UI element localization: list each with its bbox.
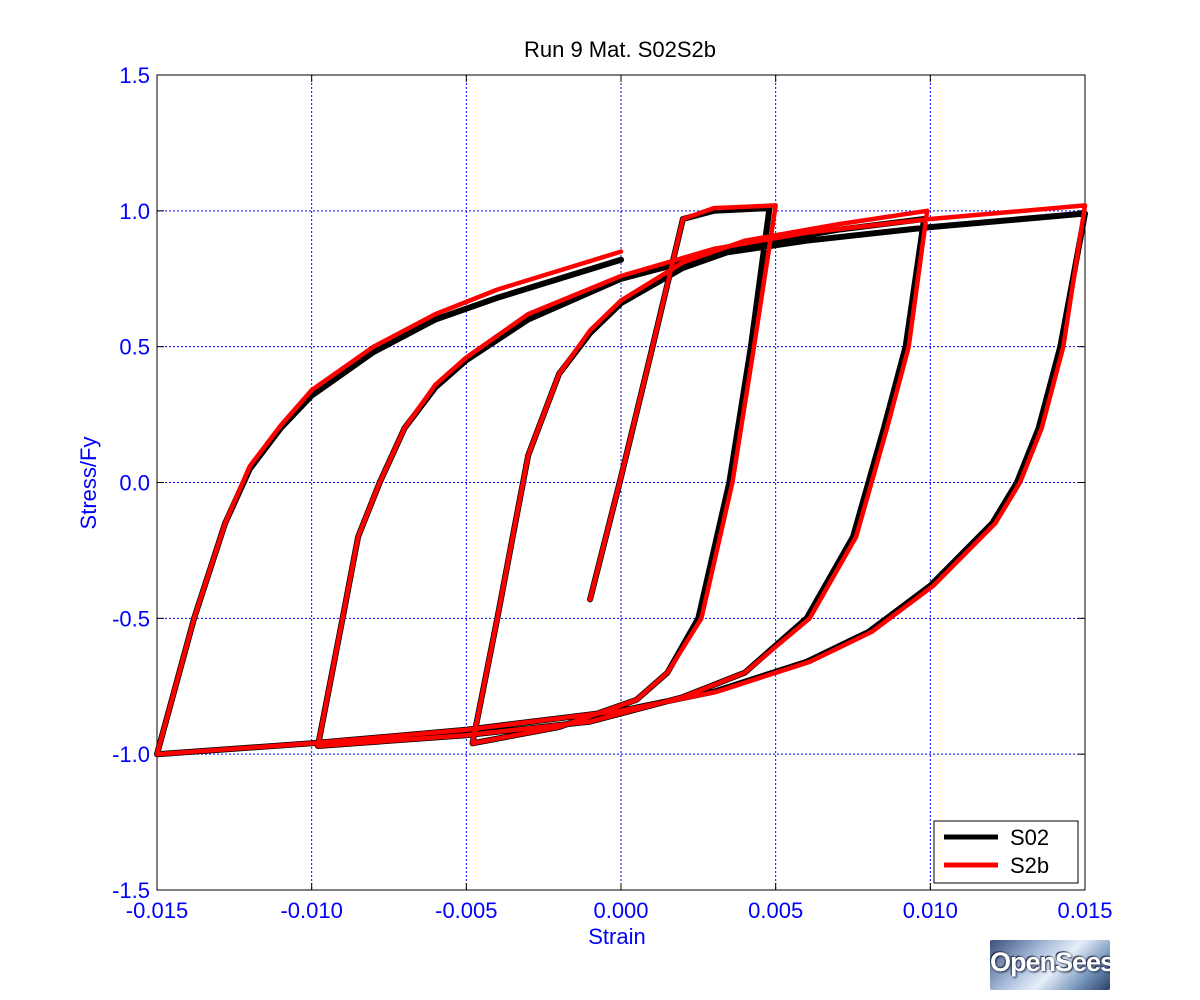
axis-ticks: -0.015 -0.010 -0.005 0.000 0.005 0.010 0.015 -1… bbox=[112, 63, 1112, 923]
chart-title: Run 9 Mat. S02S2b bbox=[524, 37, 716, 62]
legend-label-s02: S02 bbox=[1010, 825, 1049, 850]
y-tick-label: -1.0 bbox=[112, 742, 150, 767]
x-tick-label: 0.015 bbox=[1057, 898, 1112, 923]
y-tick-label: 0.5 bbox=[119, 335, 150, 360]
x-tick-label: 0.010 bbox=[903, 898, 958, 923]
x-axis-label: Strain bbox=[588, 924, 645, 949]
y-tick-label: -1.5 bbox=[112, 878, 150, 903]
x-tick-label: -0.005 bbox=[435, 898, 497, 923]
y-tick-label: 1.5 bbox=[119, 63, 150, 88]
y-tick-label: 1.0 bbox=[119, 199, 150, 224]
x-tick-label: -0.010 bbox=[280, 898, 342, 923]
y-tick-label: 0.0 bbox=[119, 471, 150, 496]
x-tick-label: 0.005 bbox=[748, 898, 803, 923]
legend: S02 S2b bbox=[933, 820, 1079, 884]
x-tick-label: 0.000 bbox=[593, 898, 648, 923]
series-line-s2b bbox=[154, 203, 1088, 757]
legend-box bbox=[933, 820, 1079, 884]
y-tick-label: -0.5 bbox=[112, 606, 150, 631]
y-axis-label: Stress/Fy bbox=[76, 437, 101, 530]
data-series bbox=[154, 203, 1088, 758]
logo-text: OpenSees bbox=[990, 947, 1110, 977]
opensees-logo: OpenSees bbox=[990, 940, 1110, 990]
x-tick-label: -0.015 bbox=[126, 898, 188, 923]
legend-label-s2b: S2b bbox=[1010, 853, 1049, 878]
